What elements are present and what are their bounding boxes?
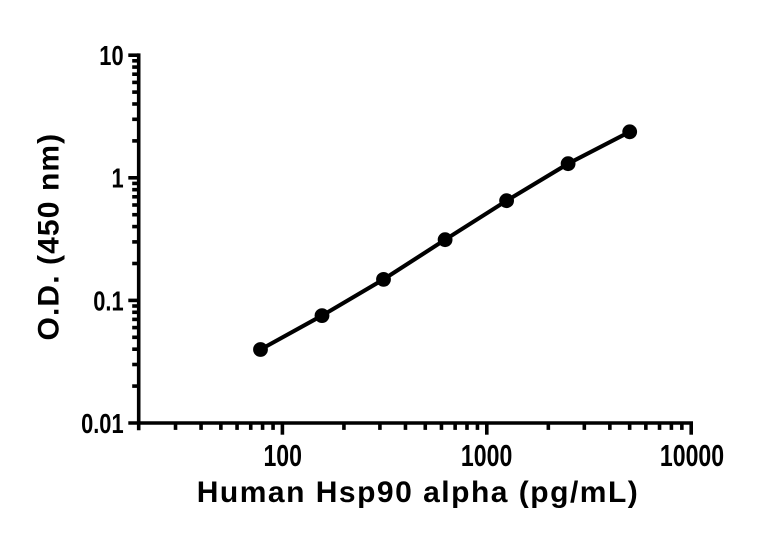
svg-text:1000: 1000: [461, 438, 512, 473]
svg-text:Human Hsp90 alpha (pg/mL): Human Hsp90 alpha (pg/mL): [197, 476, 640, 509]
svg-text:100: 100: [263, 438, 302, 473]
svg-text:O.D. (450 nm): O.D. (450 nm): [33, 133, 66, 341]
svg-text:0.1: 0.1: [93, 287, 124, 317]
svg-text:0.01: 0.01: [81, 410, 124, 440]
svg-text:10: 10: [99, 42, 123, 72]
svg-text:1: 1: [111, 165, 123, 195]
svg-text:10000: 10000: [660, 438, 724, 473]
